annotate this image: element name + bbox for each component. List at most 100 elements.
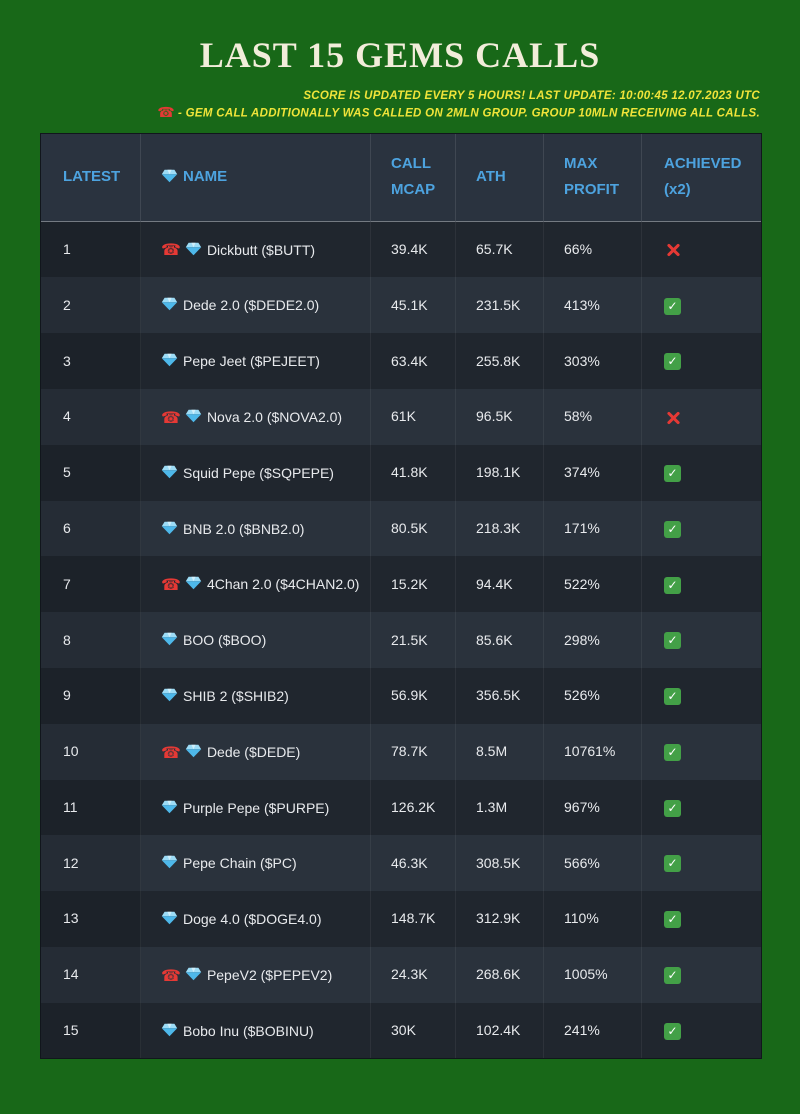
- gem-icon: [185, 409, 202, 423]
- cell-latest: 7: [41, 556, 141, 613]
- gem-icon: [161, 169, 178, 183]
- cell-achieved: ✓: [642, 780, 761, 836]
- cell-name: ☎ Dede 2.0 ($DEDE2.0): [141, 277, 371, 334]
- gem-icon: [161, 855, 178, 869]
- gem-icon: [185, 967, 202, 981]
- row-number: 14: [63, 966, 79, 983]
- cell-call-mcap: 24.3K: [371, 946, 456, 1003]
- column-header-max-profit: MAX PROFIT: [544, 133, 642, 222]
- cell-ath: 94.4K: [456, 556, 544, 613]
- cell-max-profit: 171%: [544, 500, 642, 557]
- gem-icon: [161, 1023, 178, 1036]
- row-number: 11: [63, 798, 78, 815]
- coin-name: SHIB 2 ($SHIB2): [183, 687, 289, 704]
- subtitle-line-2: ☎ - GEM CALL ADDITIONALLY WAS CALLED ON 2…: [40, 105, 760, 123]
- cell-name: ☎ Pepe Chain ($PC): [141, 835, 371, 892]
- gem-icon: [161, 521, 178, 534]
- coin-name: Pepe Chain ($PC): [183, 855, 297, 872]
- table-row: 12 ☎ Pepe Chain ($PC) 46.3K 308.5K 566% …: [41, 835, 761, 892]
- table-row: 8 ☎ BOO ($BOO) 21.5K 85.6K 298% ✓: [41, 612, 761, 668]
- cell-max-profit: 241%: [544, 1002, 642, 1059]
- cell-latest: 6: [41, 500, 141, 557]
- cell-achieved: ✓: [642, 277, 761, 333]
- row-number: 4: [63, 408, 71, 425]
- cell-call-mcap: 63.4K: [371, 333, 456, 389]
- table-row: 9 ☎ SHIB 2 ($SHIB2) 56.9K 356.5K 526% ✓: [41, 667, 761, 724]
- cell-achieved: ✓: [642, 445, 761, 501]
- cell-call-mcap: 30K: [371, 1002, 456, 1059]
- cell-name: ☎ Nova 2.0 ($NOVA2.0): [141, 388, 371, 445]
- cell-achieved: ✓: [642, 668, 761, 724]
- gems-table: LATEST NAME CALL MCAP ATH MAX PROFIT ACH…: [40, 132, 762, 1060]
- gem-icon: [161, 911, 178, 925]
- coin-name: Bobo Inu ($BOBINU): [183, 1022, 314, 1039]
- coin-name: Dickbutt ($BUTT): [206, 241, 316, 258]
- column-header-call-mcap-label: CALL MCAP: [391, 155, 436, 199]
- column-header-latest-label: LATEST: [63, 168, 121, 186]
- coin-name: Doge 4.0 ($DOGE4.0): [183, 910, 322, 927]
- gem-icon: [161, 298, 178, 311]
- cell-ath: 308.5K: [456, 835, 544, 892]
- gem-icon: [161, 688, 178, 702]
- phone-icon: ☎: [157, 105, 176, 121]
- cell-achieved: ✓: [642, 333, 761, 389]
- cell-name: ☎ Purple Pepe ($PURPE): [141, 779, 371, 836]
- cell-call-mcap: 126.2K: [371, 779, 456, 836]
- check-icon: ✓: [664, 911, 681, 929]
- row-number: 5: [63, 464, 71, 481]
- table-row: 7 ☎ 4Chan 2.0 ($4CHAN2.0) 15.2K 94.4K 52…: [41, 556, 761, 613]
- cell-name: ☎ BOO ($BOO): [141, 612, 371, 668]
- table-row: 6 ☎ BNB 2.0 ($BNB2.0) 80.5K 218.3K 171% …: [41, 500, 761, 557]
- cell-name: ☎ Bobo Inu ($BOBINU): [141, 1002, 371, 1059]
- table-row: 15 ☎ Bobo Inu ($BOBINU) 30K 102.4K 241% …: [41, 1002, 761, 1059]
- table-row: 2 ☎ Dede 2.0 ($DEDE2.0) 45.1K 231.5K 413…: [41, 277, 761, 334]
- cell-ath: 1.3M: [456, 779, 544, 836]
- subtitle-line-2-text: - GEM CALL ADDITIONALLY WAS CALLED ON 2M…: [178, 107, 760, 120]
- column-header-max-profit-label: MAX PROFIT: [564, 155, 619, 199]
- row-number: 10: [63, 743, 79, 760]
- check-icon: ✓: [664, 688, 681, 706]
- column-header-ath: ATH: [456, 133, 544, 222]
- column-header-achieved: ACHIEVED (x2): [642, 133, 761, 222]
- cell-name: ☎ Doge 4.0 ($DOGE4.0): [141, 891, 371, 947]
- coin-name: Dede 2.0 ($DEDE2.0): [183, 297, 320, 314]
- row-number: 7: [63, 575, 71, 592]
- check-icon: ✓: [664, 353, 681, 371]
- check-icon: ✓: [664, 576, 681, 594]
- cell-name: ☎ Pepe Jeet ($PEJEET): [141, 333, 371, 389]
- page-title: LAST 15 GEMS CALLS: [199, 35, 601, 75]
- subtitle-block: SCORE IS UPDATED EVERY 5 HOURS! LAST UPD…: [40, 88, 760, 123]
- coin-name: BOO ($BOO): [183, 631, 267, 648]
- column-header-name-label: NAME: [183, 168, 228, 186]
- row-number: 8: [63, 631, 71, 648]
- coin-name: Purple Pepe ($PURPE): [183, 799, 330, 816]
- coin-name: Pepe Jeet ($PEJEET): [183, 352, 320, 369]
- cell-name: ☎ Dede ($DEDE): [141, 723, 371, 780]
- table-row: 14 ☎ PepeV2 ($PEPEV2) 24.3K 268.6K 1005%…: [41, 946, 761, 1003]
- table-row: 1 ☎ Dickbutt ($BUTT) 39.4K 65.7K 66% ✓: [41, 221, 761, 278]
- table-body: 1 ☎ Dickbutt ($BUTT) 39.4K 65.7K 66% ✓ 2…: [41, 221, 761, 1059]
- cell-call-mcap: 46.3K: [371, 835, 456, 892]
- column-header-call-mcap: CALL MCAP: [371, 133, 456, 222]
- table-row: 4 ☎ Nova 2.0 ($NOVA2.0) 61K 96.5K 58% ✓: [41, 388, 761, 445]
- cell-call-mcap: 148.7K: [371, 891, 456, 947]
- cell-ath: 102.4K: [456, 1002, 544, 1059]
- check-icon: ✓: [664, 464, 681, 482]
- coin-name: Dede ($DEDE): [206, 743, 301, 760]
- cell-max-profit: 303%: [544, 333, 642, 389]
- gem-icon: [161, 632, 178, 646]
- column-header-achieved-label: ACHIEVED (x2): [664, 155, 742, 199]
- row-number: 3: [63, 352, 71, 369]
- gem-icon: [185, 577, 202, 590]
- row-number: 2: [63, 296, 71, 313]
- coin-name: 4Chan 2.0 ($4CHAN2.0): [206, 576, 360, 593]
- cell-ath: 218.3K: [456, 500, 544, 557]
- cell-ath: 312.9K: [456, 891, 544, 947]
- cell-name: ☎ BNB 2.0 ($BNB2.0): [141, 500, 371, 557]
- table-row: 13 ☎ Doge 4.0 ($DOGE4.0) 148.7K 312.9K 1…: [41, 891, 761, 947]
- row-number: 6: [63, 519, 71, 536]
- gem-icon: [161, 353, 178, 367]
- table-header-row: LATEST NAME CALL MCAP ATH MAX PROFIT ACH…: [41, 133, 761, 222]
- cell-name: ☎ PepeV2 ($PEPEV2): [141, 946, 371, 1003]
- check-icon: ✓: [664, 632, 681, 650]
